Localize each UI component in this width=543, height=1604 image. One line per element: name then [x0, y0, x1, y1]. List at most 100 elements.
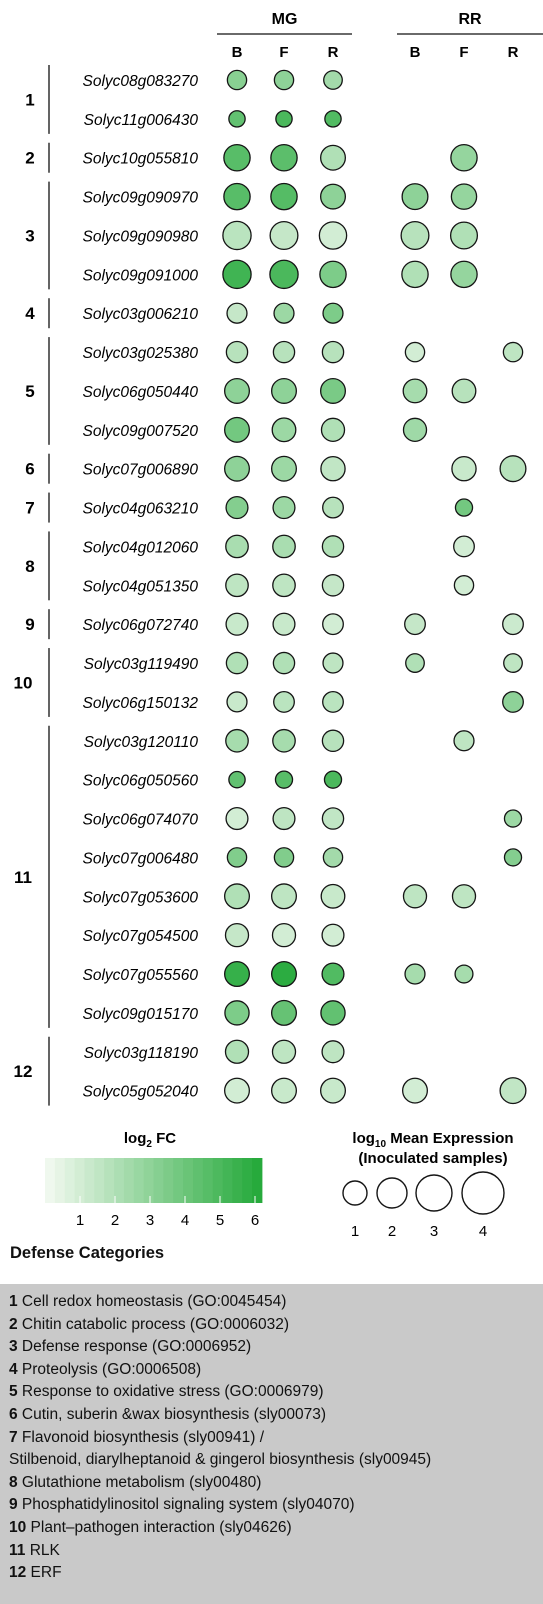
colorbar-segment — [104, 1158, 115, 1203]
bubble-MG-F — [270, 182, 298, 211]
bubble-MG-R — [321, 340, 345, 364]
colorbar-segment — [163, 1158, 174, 1203]
gene-label: Solyc06g150132 — [83, 695, 199, 712]
bubble-RR-R — [503, 809, 523, 828]
bubble-MG-F — [271, 417, 297, 443]
colorbar-segment — [212, 1158, 223, 1203]
bubble-MG-B — [225, 573, 249, 598]
bubble-RR-F — [451, 455, 477, 482]
category-number: 11 — [9, 1541, 26, 1559]
bubble-RR-B — [401, 260, 429, 289]
bubble-MG-B — [223, 883, 250, 910]
bubble-RR-F — [453, 575, 475, 596]
bubble-MG-B — [223, 416, 250, 443]
group-number: 9 — [25, 615, 34, 634]
bubble-MG-F — [272, 806, 296, 831]
bubble-MG-F — [273, 302, 295, 324]
colorbar-tick-label: 2 — [111, 1212, 119, 1229]
bubble-RR-B — [404, 613, 426, 636]
category-item: 4 Proteolysis (GO:0006508) — [9, 1359, 543, 1382]
bubble-RR-F — [451, 378, 477, 404]
category-number: 9 — [9, 1496, 18, 1514]
category-text: Proteolysis (GO:0006508) — [17, 1360, 202, 1378]
category-text: Plant–pathogen interaction (sly04626) — [26, 1518, 292, 1536]
tissue-label-MG-B: B — [232, 44, 243, 61]
bubble-MG-F — [269, 220, 299, 251]
bubble-MG-R — [321, 923, 345, 947]
colorbar-segment — [173, 1158, 184, 1203]
bubble-MG-F — [269, 259, 299, 290]
bubble-RR-F — [453, 730, 475, 752]
tissue-label-RR-B: B — [410, 44, 421, 61]
bubble-MG-F — [273, 847, 295, 868]
colorbar-segment — [202, 1158, 214, 1203]
colorbar-segment — [74, 1158, 85, 1203]
colorbar-segment — [45, 1158, 56, 1203]
bubble-MG-B — [222, 220, 252, 251]
group-number: 11 — [14, 868, 32, 887]
gene-label: Solyc06g050440 — [83, 384, 199, 401]
bubble-MG-R — [319, 377, 346, 404]
bubble-MG-B — [226, 302, 248, 324]
category-text: Cell redox homeostasis (GO:0045454) — [17, 1293, 287, 1310]
colorbar-segment — [232, 1158, 243, 1203]
bubble-MG-F — [272, 651, 296, 675]
category-item: 8 Glutathione metabolism (sly00480) — [9, 1472, 543, 1495]
gene-label: Solyc09g015170 — [83, 1006, 199, 1023]
category-text: Defense response (GO:0006952) — [17, 1338, 252, 1356]
gene-label: Solyc07g054500 — [83, 928, 199, 945]
category-number: 4 — [9, 1360, 18, 1378]
group-number: 1 — [25, 90, 34, 109]
size-legend-label: 4 — [479, 1223, 487, 1240]
bubble-MG-F — [272, 340, 296, 364]
size-legend-label: 1 — [351, 1223, 359, 1240]
bubble-MG-F — [275, 110, 293, 128]
category-number: 12 — [9, 1564, 27, 1582]
bubble-MG-B — [225, 612, 249, 636]
bubble-MG-R — [319, 260, 347, 289]
colorbar-tick-label: 5 — [216, 1212, 224, 1229]
category-item: 11 RLK — [9, 1540, 543, 1563]
gene-label: Solyc09g007520 — [83, 423, 199, 440]
colorbar-segment — [114, 1158, 125, 1203]
gene-label: Solyc04g063210 — [83, 501, 199, 518]
bubble-RR-F — [450, 183, 478, 210]
gene-label: Solyc10g055810 — [83, 151, 199, 168]
bubble-RR-R — [499, 1077, 527, 1105]
colorbar-segment — [252, 1158, 263, 1203]
group-number: 4 — [25, 304, 35, 323]
colorbar-segment — [183, 1158, 194, 1203]
bubble-MG-R — [322, 302, 344, 324]
bubble-MG-R — [321, 807, 345, 830]
category-text: ERF — [26, 1564, 62, 1582]
bubble-MG-F — [272, 534, 296, 559]
bubble-MG-B — [224, 1000, 250, 1026]
bubble-MG-F — [270, 999, 297, 1026]
size-legend-label: 2 — [388, 1223, 396, 1240]
gene-label: Solyc09g090980 — [83, 228, 199, 245]
bubble-MG-B — [228, 110, 246, 128]
colorbar-segment — [133, 1158, 145, 1203]
colorbar-segment — [94, 1158, 105, 1203]
colorbar-segment — [242, 1158, 253, 1203]
gene-label: Solyc09g091000 — [83, 267, 199, 284]
colorbar-tick-label: 4 — [181, 1212, 189, 1229]
bubble-MG-R — [321, 535, 345, 558]
bubble-RR-R — [502, 613, 524, 636]
category-item: 5 Response to oxidative stress (GO:00069… — [9, 1381, 543, 1404]
bubble-MG-F — [271, 1039, 297, 1064]
colorbar-segment — [153, 1158, 164, 1203]
bubble-MG-F — [271, 922, 297, 948]
bubble-MG-R — [318, 221, 348, 250]
group-number: 3 — [25, 226, 34, 245]
gene-label: Solyc07g006480 — [83, 850, 199, 867]
category-item: 1 Cell redox homeostasis (GO:0045454) — [9, 1291, 543, 1314]
colorbar-segment — [123, 1158, 135, 1203]
bubble-MG-R — [322, 496, 344, 519]
bubble-MG-B — [223, 143, 251, 172]
colorbar-segment — [54, 1158, 66, 1203]
size-legend-circle — [415, 1174, 453, 1212]
colorbar-segment — [64, 1158, 75, 1203]
gene-label: Solyc05g052040 — [83, 1084, 199, 1101]
